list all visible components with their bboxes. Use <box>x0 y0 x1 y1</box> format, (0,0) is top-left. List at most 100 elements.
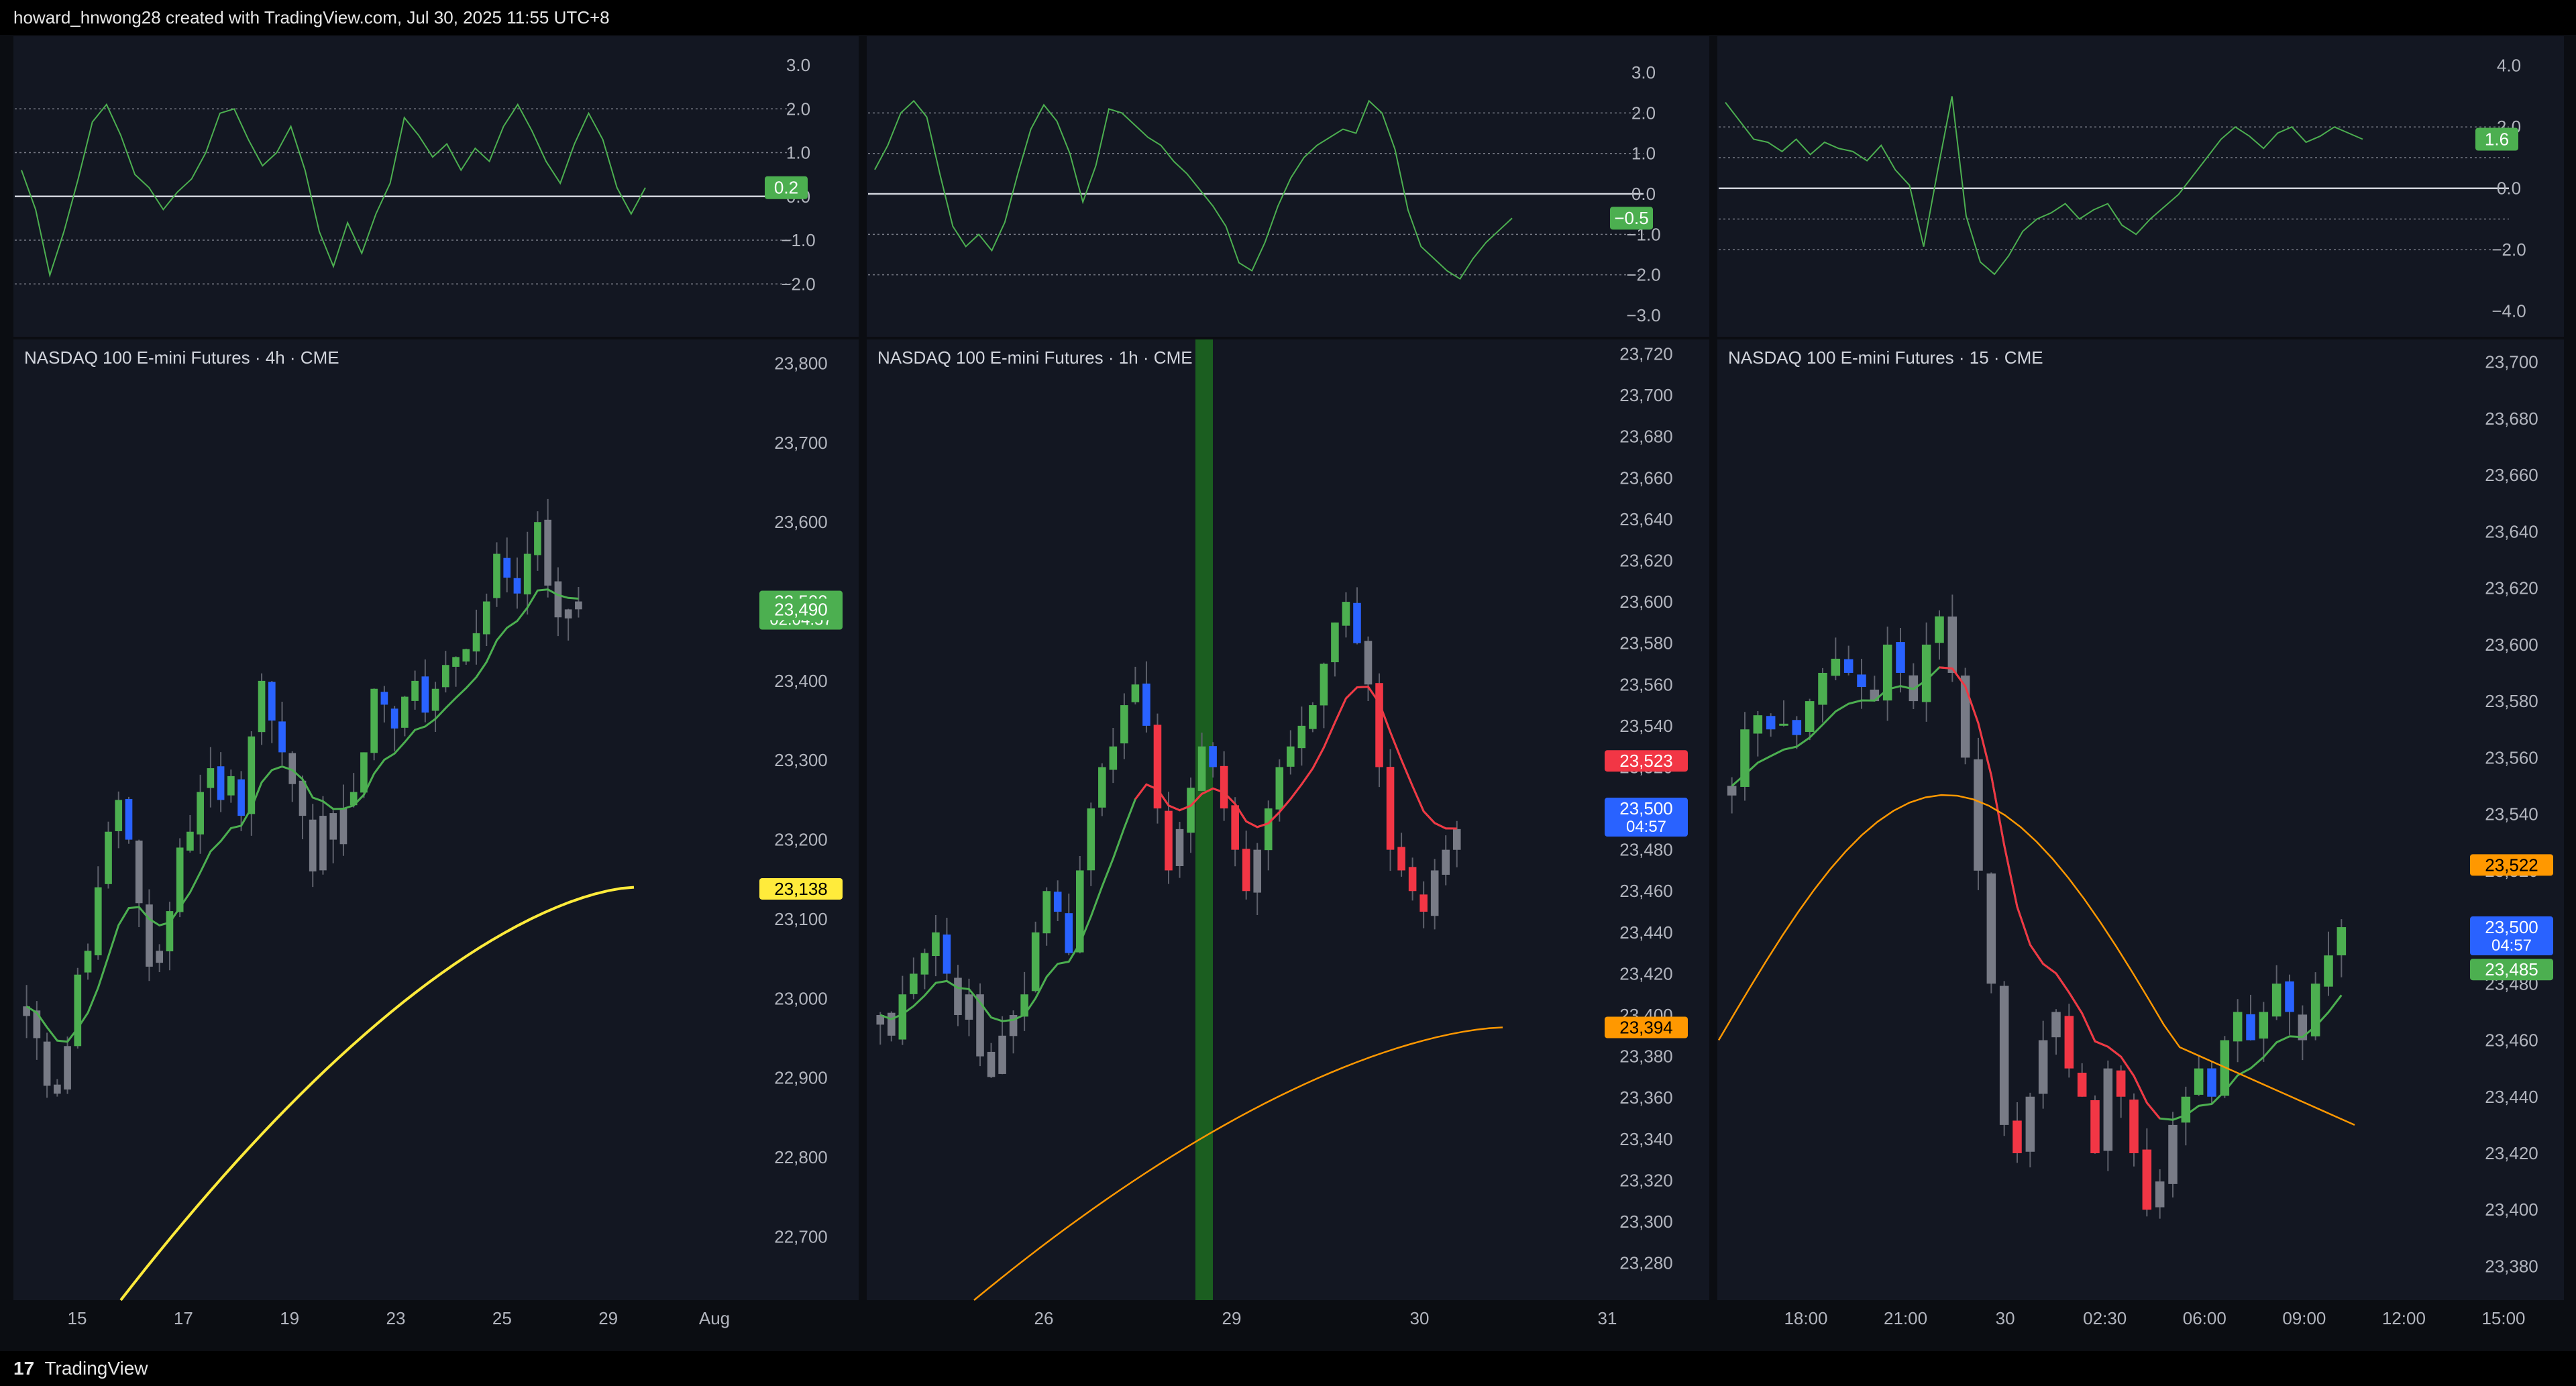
price-label: 23,522 <box>2470 854 2553 876</box>
candle <box>135 839 143 927</box>
time-tick-label: 29 <box>598 1308 618 1328</box>
candle-body <box>1109 746 1118 770</box>
candle-body <box>33 1010 41 1038</box>
candle <box>1153 713 1162 824</box>
price-label-badge <box>1605 750 1688 772</box>
candle-body <box>1309 705 1317 729</box>
candle <box>2142 1128 2152 1217</box>
price-tick-label: 23,440 <box>1619 922 1673 943</box>
candle-body <box>1287 746 1295 767</box>
candle <box>84 943 92 980</box>
candle-body <box>1275 767 1284 810</box>
candle-body <box>2207 1068 2216 1097</box>
candle-body <box>1419 894 1428 912</box>
price-tick-label: 23,560 <box>1619 674 1673 694</box>
candle-body <box>166 911 174 952</box>
candle-body <box>2051 1012 2061 1038</box>
candle-body <box>360 752 368 793</box>
price-tick-label: 23,700 <box>2485 352 2538 372</box>
candle-body <box>1727 786 1737 796</box>
candle <box>1753 711 1763 757</box>
candle-body <box>94 887 102 956</box>
candle <box>23 985 30 1038</box>
candle <box>339 784 347 856</box>
candle-body <box>2129 1100 2139 1153</box>
candle <box>920 949 929 990</box>
candle <box>1364 636 1373 701</box>
price-label-text: 23,500 <box>1619 798 1673 818</box>
candle-body <box>998 1035 1006 1074</box>
candle <box>1297 706 1306 766</box>
candle <box>1009 1010 1018 1054</box>
osc-tick-label: −3.0 <box>1626 305 1660 325</box>
candle-body <box>954 977 962 1016</box>
candle-body <box>2155 1181 2165 1208</box>
candle <box>2168 1112 2178 1197</box>
candle <box>943 918 951 981</box>
candle <box>390 706 398 751</box>
candle-body <box>1960 675 1970 758</box>
candle <box>1220 751 1228 821</box>
candle <box>370 688 378 761</box>
osc-tick-label: 1.0 <box>1631 144 1656 164</box>
candle-body <box>135 841 143 904</box>
candle-body <box>1831 658 1841 676</box>
price-label-badge <box>1605 1016 1688 1038</box>
candle <box>2337 919 2347 977</box>
candle <box>43 1032 51 1098</box>
candle-body <box>1353 602 1361 643</box>
tradingview-logo-icon: 17 <box>13 1358 35 1379</box>
candle-body <box>987 1051 996 1077</box>
candle <box>1187 777 1195 853</box>
short-ema-bearish-segment <box>1939 666 2161 1120</box>
candle <box>64 1036 71 1094</box>
long-ema-line <box>1717 794 2355 1126</box>
price-label: 23,523 <box>1605 750 1688 772</box>
candle <box>411 670 419 710</box>
candle-body <box>217 766 225 800</box>
price-label-badge <box>2470 959 2553 981</box>
candle <box>441 651 449 693</box>
candle <box>898 975 907 1045</box>
candle <box>1264 800 1273 871</box>
candle <box>1065 894 1073 955</box>
time-tick-label: 15 <box>68 1308 87 1328</box>
candle <box>1818 668 1827 723</box>
candle <box>186 814 194 853</box>
price-tick-label: 23,600 <box>2485 635 2538 655</box>
candle-body <box>237 779 245 816</box>
price-tick-label: 23,280 <box>1619 1253 1673 1273</box>
candle-body <box>920 953 929 975</box>
session-highlight-bar <box>1195 339 1213 1300</box>
price-label: 23,138 <box>759 877 843 900</box>
osc-tick-label: −4.0 <box>2491 301 2526 321</box>
candle <box>1960 668 1970 765</box>
candle <box>1792 716 1802 749</box>
candle <box>1253 843 1262 915</box>
price-tick-label: 23,480 <box>1619 840 1673 860</box>
price-tick-label: 23,600 <box>774 512 828 532</box>
candle-body <box>64 1046 71 1090</box>
candle-body <box>227 776 235 796</box>
osc-value-badge <box>1610 207 1653 230</box>
candle-body <box>564 609 572 619</box>
oscillator-line <box>874 99 1513 280</box>
candle <box>1231 797 1239 867</box>
osc-tick-label: −2.0 <box>2491 239 2526 260</box>
price-label: 23,485 <box>2470 959 2553 981</box>
candle <box>1397 833 1405 877</box>
candle-body <box>482 601 490 635</box>
price-label-text: 23,485 <box>2485 959 2538 979</box>
candle-body <box>888 1012 896 1036</box>
osc-value-badge <box>765 176 808 199</box>
osc-current-value: 1.6 <box>2475 127 2518 151</box>
candle <box>2116 1065 2126 1118</box>
candle <box>1843 645 1854 676</box>
candle <box>176 838 184 918</box>
price-tick-label: 22,700 <box>774 1226 828 1246</box>
candle <box>1408 857 1417 901</box>
candle-body <box>2168 1124 2178 1184</box>
candle <box>2090 1095 2100 1154</box>
price-tick-label: 23,700 <box>774 433 828 453</box>
